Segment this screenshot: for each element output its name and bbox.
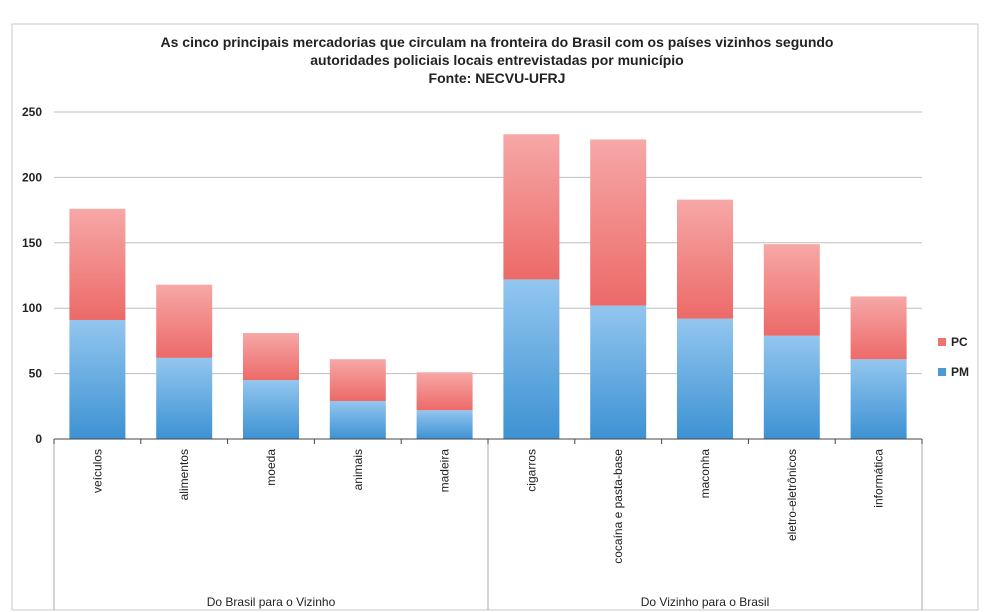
bar-pm bbox=[503, 279, 560, 439]
y-tick-label: 250 bbox=[22, 105, 42, 119]
x-axis bbox=[53, 438, 923, 610]
x-category-label: eletro-eletrônicos bbox=[785, 449, 799, 541]
x-category-label: animais bbox=[351, 449, 365, 490]
x-category-label: informática bbox=[872, 449, 886, 508]
bar-pm bbox=[156, 357, 213, 439]
legend-swatch-pc bbox=[938, 338, 946, 346]
chart-title-line: autoridades policiais locais entrevistad… bbox=[310, 52, 683, 68]
bar-pm bbox=[69, 319, 126, 439]
x-category-label: madeira bbox=[438, 449, 452, 493]
x-category-label: moeda bbox=[264, 449, 278, 486]
bar-pm bbox=[329, 401, 386, 439]
x-category-label: cigarros bbox=[524, 449, 538, 492]
bars bbox=[69, 134, 907, 439]
y-tick-label: 150 bbox=[22, 236, 42, 250]
bar-pc bbox=[156, 284, 213, 358]
legend: PC PM bbox=[938, 335, 969, 379]
x-group-label: Do Brasil para o Vizinho bbox=[207, 595, 336, 609]
chart-title: As cinco principais mercadorias que circ… bbox=[161, 34, 834, 86]
bar-pc bbox=[763, 244, 820, 336]
x-category-label: cocaína e pasta-base bbox=[611, 449, 625, 564]
group-labels: Do Brasil para o Vizinho Do Vizinho para … bbox=[207, 595, 770, 609]
y-tick-label: 0 bbox=[35, 432, 42, 446]
legend-swatch-pm bbox=[938, 368, 946, 376]
x-group-label: Do Vizinho para o Brasil bbox=[641, 595, 770, 609]
bar-pm bbox=[763, 335, 820, 439]
bar-pc bbox=[416, 372, 473, 411]
bar-pc bbox=[677, 199, 733, 319]
bar-pm bbox=[590, 305, 647, 439]
bar-pm bbox=[677, 318, 733, 439]
chart-title-line: Fonte: NECVU-UFRJ bbox=[429, 70, 566, 86]
x-category-label: veículos bbox=[90, 449, 104, 493]
chart-title-line: As cinco principais mercadorias que circ… bbox=[161, 34, 834, 50]
y-axis-ticks: 0 50 100 150 200 250 bbox=[22, 105, 42, 446]
y-tick-label: 200 bbox=[22, 170, 42, 184]
y-tick-label: 50 bbox=[29, 367, 43, 381]
y-tick-label: 100 bbox=[22, 301, 42, 315]
bar-pc bbox=[329, 359, 386, 402]
legend-label-pm: PM bbox=[951, 365, 969, 379]
category-labels: veículos alimentos moeda animais madeira ciga… bbox=[90, 449, 885, 564]
x-category-label: alimentos bbox=[177, 449, 191, 500]
bar-pm bbox=[416, 410, 473, 439]
bar-pc bbox=[590, 139, 647, 306]
bar-pc bbox=[503, 134, 560, 280]
bar-pc bbox=[69, 208, 126, 320]
bar-pm bbox=[243, 380, 299, 439]
x-category-label: maconha bbox=[698, 449, 712, 499]
bar-pc bbox=[243, 333, 299, 381]
legend-label-pc: PC bbox=[951, 335, 968, 349]
bar-pc bbox=[850, 296, 907, 360]
bar-pm bbox=[850, 359, 907, 439]
